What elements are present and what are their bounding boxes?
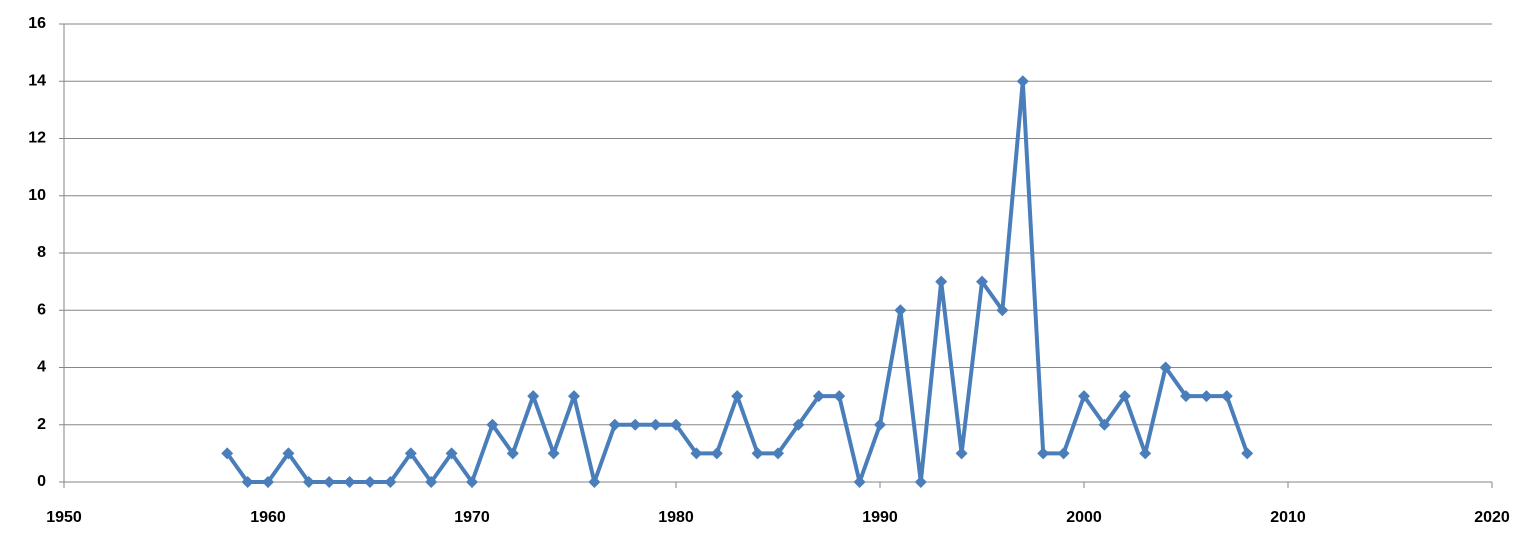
data-point xyxy=(1159,361,1172,374)
data-point xyxy=(568,390,580,403)
data-point xyxy=(670,418,682,431)
data-point xyxy=(1118,390,1131,403)
data-point xyxy=(588,476,601,488)
data-point xyxy=(629,418,642,431)
data-point xyxy=(833,390,846,403)
data-point xyxy=(343,476,356,488)
y-tick-label: 8 xyxy=(37,244,46,261)
data-point xyxy=(812,390,825,403)
x-tick-label: 2020 xyxy=(1474,509,1510,526)
x-tick-label: 1950 xyxy=(46,509,82,526)
x-tick-label: 2010 xyxy=(1270,509,1306,526)
y-tick-label: 0 xyxy=(37,473,46,490)
data-point xyxy=(731,390,744,403)
data-point xyxy=(751,447,764,460)
data-point xyxy=(486,418,499,431)
x-tick-label: 1980 xyxy=(658,509,694,526)
data-point xyxy=(527,390,540,403)
data-point xyxy=(608,418,621,431)
data-point xyxy=(425,476,438,488)
data-point xyxy=(792,418,805,431)
x-tick-label: 2000 xyxy=(1066,509,1102,526)
data-point xyxy=(466,476,478,488)
x-tick-label: 1960 xyxy=(250,509,286,526)
data-point xyxy=(996,304,1009,317)
data-point xyxy=(649,418,662,431)
data-point xyxy=(1016,75,1029,88)
y-tick-label: 12 xyxy=(28,130,46,147)
data-point xyxy=(853,476,866,488)
data-point xyxy=(935,275,948,288)
data-point xyxy=(506,447,519,460)
data-point xyxy=(1078,390,1090,403)
data-point xyxy=(445,447,458,460)
data-point xyxy=(364,476,376,488)
y-tick-label: 14 xyxy=(28,72,46,89)
data-point xyxy=(710,447,723,460)
data-point xyxy=(1057,447,1070,460)
series-line xyxy=(225,79,1250,484)
data-point xyxy=(1180,390,1192,403)
y-tick-label: 6 xyxy=(37,301,46,318)
data-point xyxy=(690,447,703,460)
data-point xyxy=(976,275,988,288)
data-point xyxy=(772,447,784,460)
data-point xyxy=(404,447,417,460)
data-point xyxy=(955,447,968,460)
data-point xyxy=(1241,447,1254,460)
y-tick-label: 4 xyxy=(37,359,46,376)
data-point xyxy=(874,418,886,431)
y-tick-label: 2 xyxy=(37,416,46,433)
data-point xyxy=(894,304,907,317)
data-point xyxy=(323,476,336,488)
data-point xyxy=(1037,447,1050,460)
data-point xyxy=(1098,418,1111,431)
x-tick-label: 1990 xyxy=(862,509,898,526)
data-point xyxy=(262,476,274,488)
data-point xyxy=(1220,390,1233,403)
data-point xyxy=(241,476,254,488)
data-point xyxy=(1139,447,1152,460)
y-tick-label: 10 xyxy=(28,187,46,204)
data-point xyxy=(914,476,927,488)
data-point xyxy=(302,476,315,488)
data-point xyxy=(221,447,234,460)
data-point xyxy=(282,447,295,460)
y-tick-label: 16 xyxy=(28,15,46,32)
x-tick-label: 1970 xyxy=(454,509,490,526)
data-point xyxy=(547,447,560,460)
data-point xyxy=(1200,390,1213,403)
data-point xyxy=(384,476,397,488)
